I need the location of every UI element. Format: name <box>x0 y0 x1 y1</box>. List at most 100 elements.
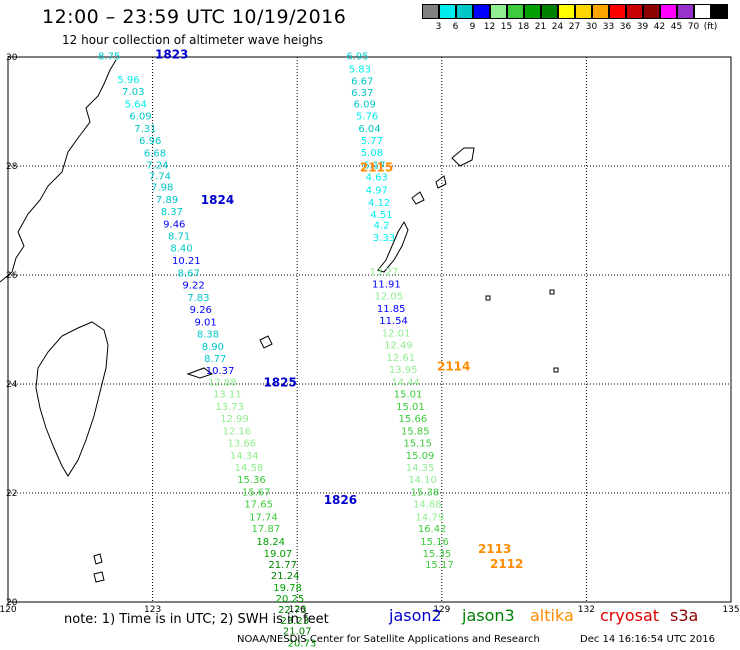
scale-swatch <box>456 4 473 19</box>
wave-height-label: 12.16 <box>223 427 252 438</box>
wave-height-label: 11.91 <box>372 280 401 291</box>
wave-height-label: 13.11 <box>213 390 242 401</box>
wave-height-label: 12.61 <box>387 353 416 364</box>
x-tick-label: 120 <box>0 605 17 615</box>
china-coast <box>0 59 117 283</box>
wave-height-label: 6.04 <box>358 124 380 135</box>
wave-height-label: 10.37 <box>206 366 235 377</box>
coastlines <box>0 59 559 583</box>
legend-jason2: jason2 <box>389 606 442 625</box>
scale-label: (ft) <box>703 22 718 32</box>
wave-height-label: 15.67 <box>242 488 271 499</box>
pass-label[interactable]: 2115 <box>360 160 393 174</box>
okinawa-islands <box>377 147 475 273</box>
wave-height-label: 15.01 <box>394 390 423 401</box>
wave-height-label: 8.71 <box>168 232 190 243</box>
wave-height-label: 4.2 <box>374 221 390 232</box>
wave-height-label: 14.10 <box>408 475 437 486</box>
south-islands <box>93 289 559 583</box>
wave-height-label: 7.31 <box>134 124 156 135</box>
scale-label: 33 <box>602 22 615 32</box>
wave-height-label: 12.49 <box>384 341 413 352</box>
wave-height-label: 15.38 <box>411 488 440 499</box>
scale-label: 39 <box>636 22 649 32</box>
wave-height-label: 14.34 <box>230 451 259 462</box>
scale-swatch <box>541 4 558 19</box>
wave-height-label: 17.74 <box>249 512 278 523</box>
wave-height-label: 9.22 <box>182 281 204 292</box>
wave-observations: 8.755.967.035.646.097.316.966.687.247.74… <box>98 48 523 650</box>
scale-label: 27 <box>568 22 581 32</box>
scale-label: 3 <box>435 22 442 32</box>
scale-label: 12 <box>483 22 496 32</box>
wave-height-label: 10.21 <box>172 256 201 267</box>
y-tick-label: 30 <box>6 53 18 63</box>
wave-height-label: 6.09 <box>354 100 376 111</box>
pass-label[interactable]: 1825 <box>263 376 296 390</box>
wave-height-label: 15.09 <box>406 451 435 462</box>
wave-height-label: 6.67 <box>351 76 373 87</box>
x-tick-label: 123 <box>144 605 161 615</box>
scale-swatch <box>592 4 609 19</box>
wave-height-label: 8.90 <box>202 342 224 353</box>
wave-height-label: 14.35 <box>406 463 435 474</box>
wave-height-label: 15.35 <box>423 549 452 560</box>
pass-label[interactable]: 1824 <box>201 193 234 207</box>
y-tick-label: 26 <box>6 271 18 281</box>
wave-height-label: 8.75 <box>98 52 120 63</box>
wave-height-label: 19.78 <box>273 583 302 594</box>
wave-height-label: 14.79 <box>415 512 444 523</box>
wave-height-label: 7.98 <box>151 183 173 194</box>
wave-height-label: 15.17 <box>425 560 454 571</box>
pass-label[interactable]: 2113 <box>478 542 511 556</box>
wave-height-label: 15.66 <box>399 414 428 425</box>
wave-height-label: 5.08 <box>361 148 383 159</box>
wave-height-label: 8.77 <box>204 354 226 365</box>
graticule <box>8 57 731 602</box>
scale-swatch <box>575 4 592 19</box>
footnote: note: 1) Time is in UTC; 2) SWH is in fe… <box>64 612 329 627</box>
scale-swatch <box>609 4 626 19</box>
scale-swatch <box>711 4 728 19</box>
scale-swatch <box>660 4 677 19</box>
wave-height-label: 4.63 <box>366 173 388 184</box>
wave-height-label: 16.42 <box>418 524 447 535</box>
map-frame <box>7 56 732 603</box>
wave-height-label: 5.76 <box>356 112 378 123</box>
scale-swatch <box>439 4 456 19</box>
taiwan-coast <box>35 321 109 477</box>
wave-height-label: 5.96 <box>117 75 139 86</box>
pass-label[interactable]: 1826 <box>324 493 357 507</box>
wave-height-label: 15.01 <box>396 402 425 413</box>
wave-height-label: 8.38 <box>197 330 219 341</box>
scale-swatch <box>422 4 439 19</box>
wave-height-label: 20.73 <box>288 639 317 650</box>
wave-height-label: 8.40 <box>170 244 192 255</box>
wave-height-label: 15.36 <box>237 475 266 486</box>
wave-height-label: 4.97 <box>366 185 388 196</box>
scale-label: 42 <box>653 22 666 32</box>
wave-height-label: 12.05 <box>374 292 403 303</box>
scale-label: 21 <box>534 22 547 32</box>
legend-s3a: s3a <box>670 606 699 625</box>
wave-height-label: 7.24 <box>146 161 168 172</box>
wave-height-label: 22.73 <box>278 605 307 616</box>
pass-label[interactable]: 2112 <box>490 557 523 571</box>
wave-height-label: 21.77 <box>268 560 297 571</box>
wave-height-label: 4.51 <box>370 210 392 221</box>
y-tick-label: 20 <box>6 598 18 608</box>
wave-height-label: 11.85 <box>377 304 406 315</box>
wave-height-label: 5.64 <box>125 100 147 111</box>
scale-swatch <box>524 4 541 19</box>
scale-swatch <box>490 4 507 19</box>
legend-altika: altika <box>530 606 574 625</box>
pass-label[interactable]: 2114 <box>437 359 470 373</box>
wave-height-label: 20.25 <box>276 594 305 605</box>
map-title: 12:00 – 23:59 UTC 10/19/2016 <box>42 6 347 28</box>
wave-height-label: 15.15 <box>403 439 432 450</box>
scale-label: 6 <box>452 22 459 32</box>
wave-height-label: 5.83 <box>349 64 371 75</box>
wave-height-label: 8.67 <box>178 269 200 280</box>
pass-label[interactable]: 1823 <box>155 48 188 62</box>
